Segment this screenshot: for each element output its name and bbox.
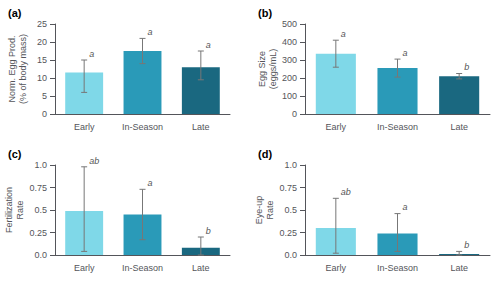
svg-text:0.0: 0.0 <box>284 250 297 260</box>
svg-text:0.25: 0.25 <box>279 228 297 238</box>
svg-text:b: b <box>464 62 469 72</box>
svg-text:a: a <box>403 202 408 212</box>
svg-text:In-Season: In-Season <box>377 122 418 132</box>
svg-text:Late: Late <box>450 122 468 132</box>
svg-text:a: a <box>403 48 408 58</box>
svg-text:300: 300 <box>282 55 297 65</box>
svg-text:Late: Late <box>192 263 210 273</box>
svg-text:a: a <box>89 49 94 59</box>
svg-text:Rate: Rate <box>15 200 25 219</box>
svg-text:10: 10 <box>37 73 47 83</box>
svg-text:20: 20 <box>37 37 47 47</box>
svg-text:Late: Late <box>450 263 468 273</box>
svg-text:Early: Early <box>326 263 347 273</box>
svg-text:0: 0 <box>292 109 297 119</box>
svg-text:Early: Early <box>74 122 95 132</box>
svg-text:15: 15 <box>37 55 47 65</box>
svg-text:1.0: 1.0 <box>34 160 47 170</box>
svg-text:25: 25 <box>37 19 47 29</box>
svg-text:0: 0 <box>42 109 47 119</box>
svg-text:0.25: 0.25 <box>29 228 47 238</box>
svg-text:b: b <box>464 240 469 250</box>
svg-text:Fertilization: Fertilization <box>4 187 14 233</box>
svg-text:Early: Early <box>326 122 347 132</box>
svg-text:(a): (a) <box>8 7 22 19</box>
svg-text:a: a <box>206 40 211 50</box>
svg-text:(c): (c) <box>8 148 22 160</box>
svg-text:ab: ab <box>341 187 351 197</box>
svg-text:500: 500 <box>282 19 297 29</box>
svg-text:a: a <box>148 27 153 37</box>
svg-text:In-Season: In-Season <box>122 263 163 273</box>
svg-text:Late: Late <box>192 122 210 132</box>
svg-text:0.5: 0.5 <box>34 205 47 215</box>
svg-text:5: 5 <box>42 91 47 101</box>
svg-text:In-Season: In-Season <box>122 122 163 132</box>
svg-text:a: a <box>148 178 153 188</box>
svg-text:Eye-up: Eye-up <box>254 196 264 225</box>
svg-text:Egg Size: Egg Size <box>257 51 267 87</box>
svg-text:0.75: 0.75 <box>29 183 47 193</box>
svg-text:(% of body mass): (% of body mass) <box>18 34 28 104</box>
svg-text:b: b <box>206 226 211 236</box>
svg-text:Norm. Egg Prod.: Norm. Egg Prod. <box>7 35 17 102</box>
svg-text:(b): (b) <box>258 7 272 19</box>
svg-text:Early: Early <box>74 263 95 273</box>
svg-text:a: a <box>341 29 346 39</box>
svg-text:0.0: 0.0 <box>34 250 47 260</box>
svg-text:Rate: Rate <box>265 200 275 219</box>
svg-text:(eggs/mL): (eggs/mL) <box>268 49 278 90</box>
svg-text:0.75: 0.75 <box>279 183 297 193</box>
svg-text:0.5: 0.5 <box>284 205 297 215</box>
svg-text:100: 100 <box>282 91 297 101</box>
svg-text:1.0: 1.0 <box>284 160 297 170</box>
svg-text:In-Season: In-Season <box>377 263 418 273</box>
svg-text:ab: ab <box>89 156 99 166</box>
svg-text:200: 200 <box>282 73 297 83</box>
svg-text:400: 400 <box>282 37 297 47</box>
svg-text:(d): (d) <box>258 148 272 160</box>
